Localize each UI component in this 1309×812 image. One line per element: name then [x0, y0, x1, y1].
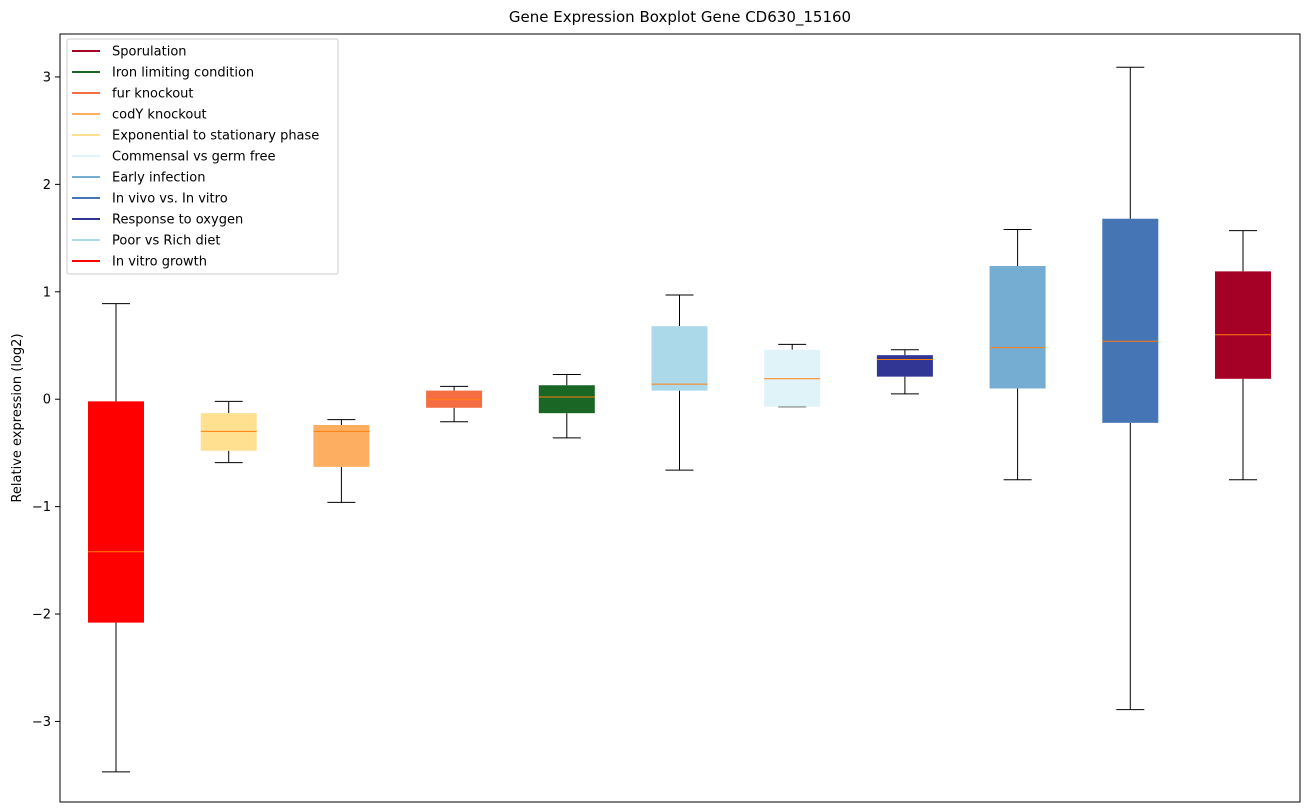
box-body — [876, 355, 933, 377]
box-10 — [1102, 66, 1159, 711]
box-body — [88, 401, 144, 623]
y-axis-label: Relative expression (log2) — [10, 333, 25, 502]
y-tick-label: 0 — [43, 393, 51, 408]
plot-area — [88, 66, 1271, 773]
box-body — [1215, 271, 1271, 379]
legend-label: Early infection — [112, 171, 205, 186]
box-2 — [200, 400, 257, 464]
y-axis: −3 −2 −1 0 1 2 3 — [32, 70, 60, 730]
legend-label: Commensal vs germ free — [112, 150, 275, 165]
box-8 — [876, 349, 933, 395]
y-tick-label: −3 — [32, 715, 51, 730]
legend-label: codY knockout — [112, 108, 207, 123]
legend-label: Response to oxygen — [112, 213, 243, 228]
legend: Sporulation Iron limiting condition fur kn… — [66, 38, 339, 275]
box-body — [1102, 218, 1159, 423]
box-1 — [88, 303, 144, 773]
y-tick-label: 2 — [43, 178, 51, 193]
legend-label: Poor vs Rich diet — [112, 234, 220, 249]
legend-frame — [66, 38, 339, 275]
chart-title: Gene Expression Boxplot Gene CD630_15160 — [509, 8, 851, 27]
box-9 — [989, 228, 1046, 481]
legend-label: Sporulation — [112, 45, 187, 60]
legend-label: fur knockout — [112, 87, 194, 102]
y-tick-label: −1 — [32, 500, 51, 515]
box-4 — [426, 385, 483, 423]
y-tick-label: −2 — [32, 608, 51, 623]
legend-label: Iron limiting condition — [112, 66, 254, 81]
box-body — [989, 266, 1046, 389]
box-6 — [651, 294, 708, 471]
legend-label: In vivo vs. In vitro — [112, 192, 228, 207]
y-tick-label: 3 — [43, 70, 51, 85]
y-tick-label: 1 — [43, 285, 51, 300]
box-body — [538, 385, 595, 414]
plot-frame — [59, 33, 1301, 803]
box-11 — [1215, 230, 1271, 481]
legend-label: In vitro growth — [112, 255, 207, 270]
box-body — [651, 326, 708, 391]
box-5 — [538, 373, 595, 439]
box-body — [764, 349, 821, 407]
box-3 — [313, 419, 370, 503]
box-body — [313, 424, 370, 467]
legend-label: Exponential to stationary phase — [112, 129, 319, 144]
box-7 — [764, 343, 821, 408]
box-body — [200, 413, 257, 451]
